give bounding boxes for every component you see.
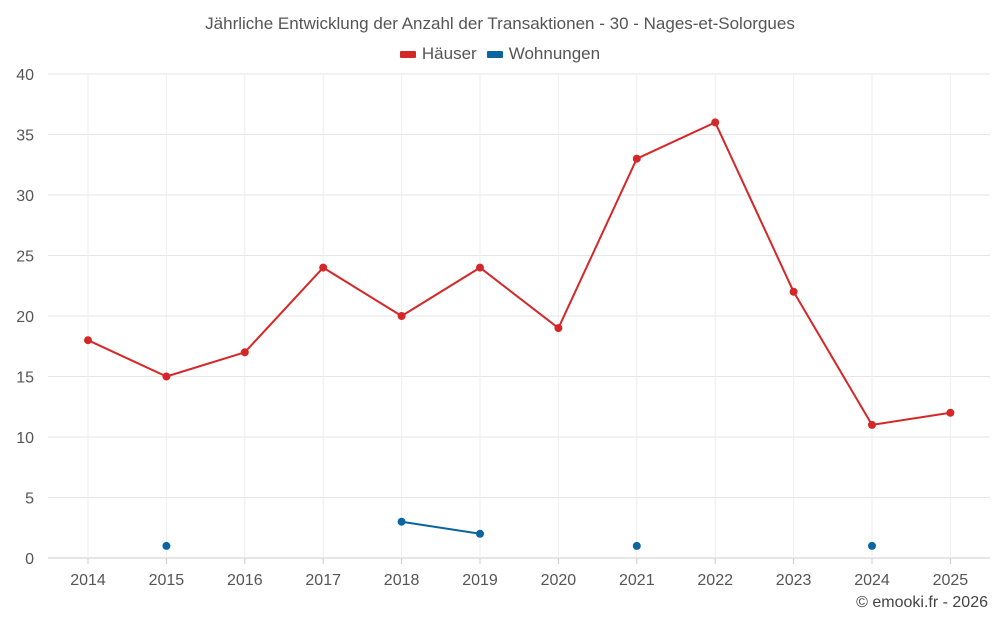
data-point-wohnungen — [476, 529, 484, 538]
x-tick-label: 2024 — [854, 572, 890, 589]
legend-item-wohnungen[interactable]: Wohnungen — [486, 44, 601, 64]
data-point-wohnungen — [632, 541, 641, 550]
x-tick-label: 2025 — [933, 572, 969, 589]
x-tick-label: 2015 — [149, 572, 185, 589]
data-point-haeuser — [397, 312, 406, 320]
data-point-haeuser — [554, 324, 563, 333]
series-line-haeuser — [87, 121, 951, 426]
x-tick-label: 2016 — [227, 572, 263, 589]
y-tick-label: 15 — [16, 370, 34, 387]
legend-item-haeuser[interactable]: Häuser — [399, 44, 477, 64]
x-tick-label: 2022 — [697, 572, 733, 589]
y-tick-label: 35 — [16, 128, 34, 145]
legend-label-wohnungen: Wohnungen — [508, 44, 601, 63]
data-point-haeuser — [319, 263, 328, 272]
data-point-haeuser — [84, 336, 92, 345]
copyright: © emooki.fr - 2026 — [856, 594, 988, 611]
legend: Häuser Wohnungen — [0, 44, 1000, 64]
x-tick-label: 2020 — [541, 572, 577, 589]
y-tick-label: 0 — [25, 551, 34, 568]
data-point-haeuser — [240, 348, 249, 357]
data-point-wohnungen — [868, 541, 876, 550]
x-tick-label: 2019 — [462, 572, 498, 589]
data-point-haeuser — [868, 420, 876, 429]
data-point-haeuser — [946, 408, 955, 417]
chart-title: Jährliche Entwicklung der Anzahl der Tra… — [205, 14, 795, 33]
x-tick-label: 2018 — [384, 572, 420, 589]
data-point-wohnungen — [397, 517, 406, 526]
x-tick-label: 2017 — [305, 572, 341, 589]
data-point-wohnungen — [162, 541, 171, 550]
y-tick-label: 30 — [16, 188, 34, 205]
y-tick-label: 40 — [16, 67, 34, 84]
data-point-haeuser — [632, 154, 641, 163]
x-tick-label: 2023 — [776, 572, 812, 589]
data-point-haeuser — [162, 372, 171, 381]
data-point-haeuser — [711, 118, 720, 127]
y-tick-label: 5 — [25, 491, 34, 508]
legend-swatch-haeuser — [399, 50, 416, 58]
legend-label-haeuser: Häuser — [421, 44, 477, 63]
legend-swatch-wohnungen — [486, 50, 503, 58]
series-line-wohnungen — [401, 520, 481, 535]
y-tick-label: 10 — [16, 430, 34, 447]
data-point-haeuser — [476, 263, 484, 272]
y-tick-label: 20 — [16, 309, 34, 326]
y-tick-label: 25 — [16, 249, 34, 266]
data-point-haeuser — [789, 287, 798, 296]
x-tick-label: 2014 — [70, 572, 106, 589]
x-tick-label: 2021 — [619, 572, 655, 589]
